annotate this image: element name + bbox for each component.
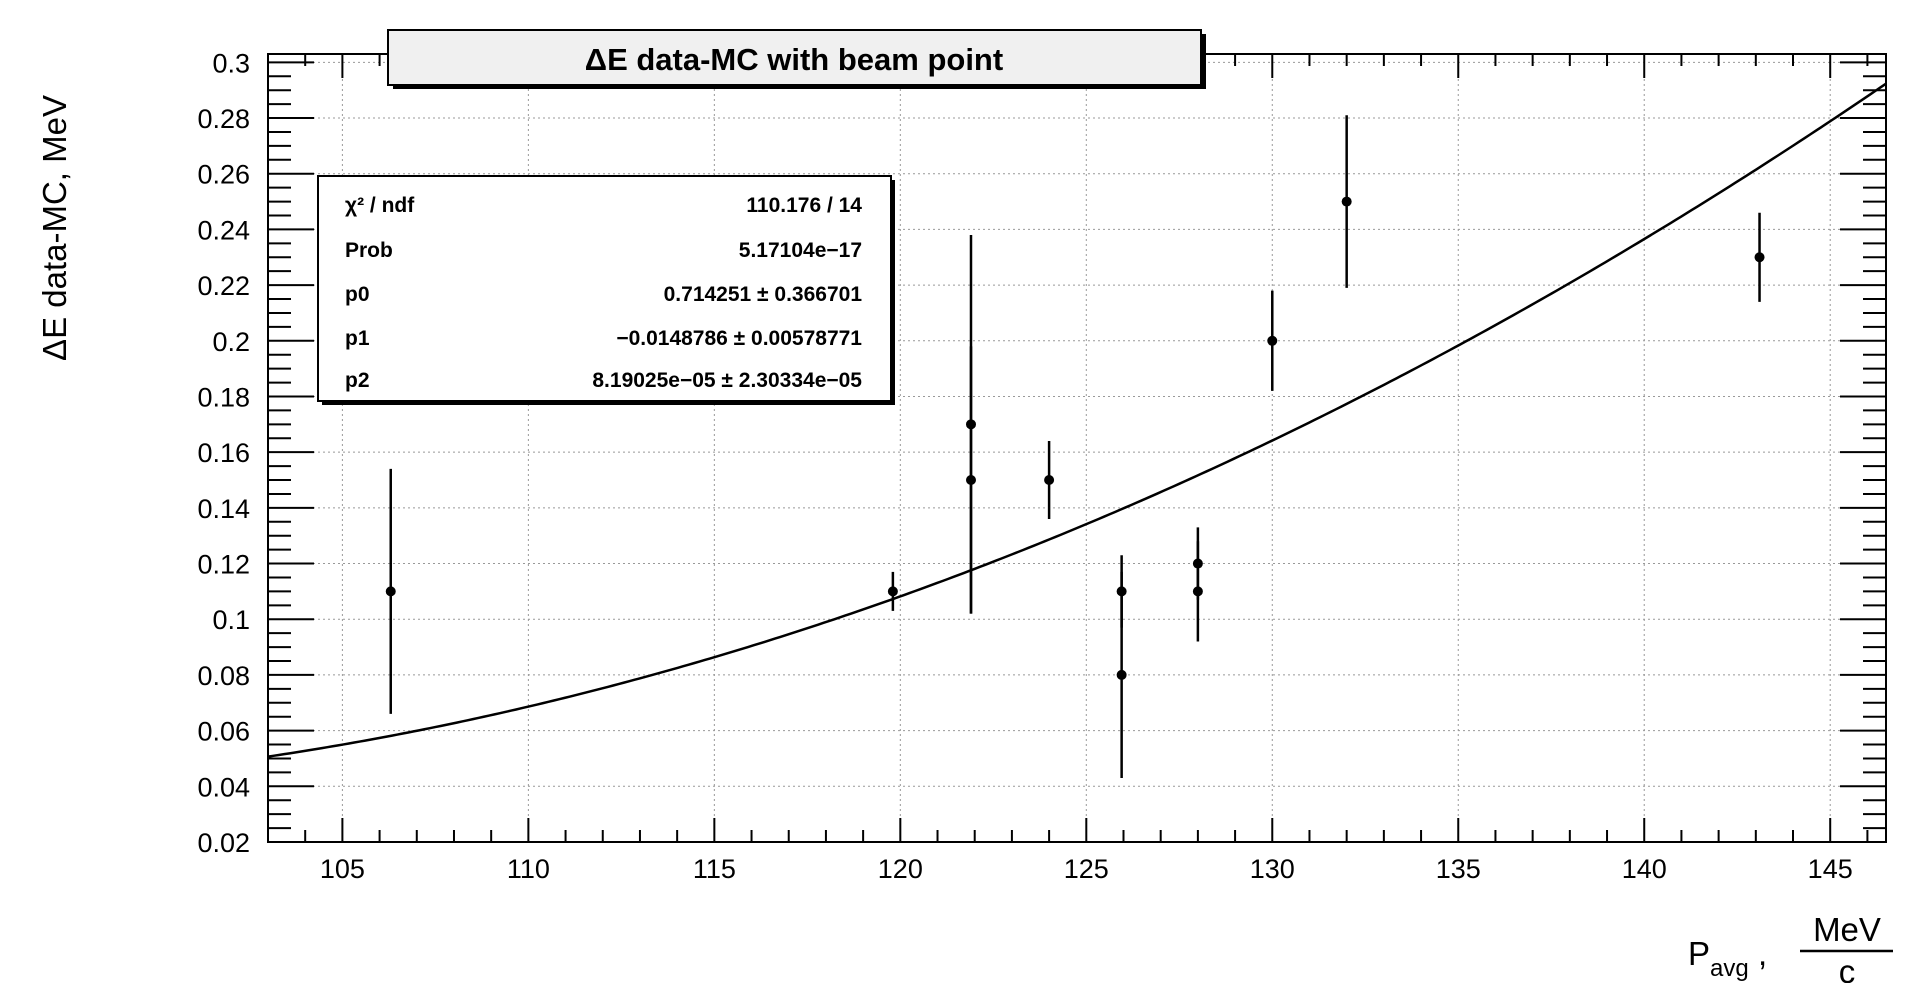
data-point [887,586,898,597]
stats-label-chi2: χ² / ndf [345,194,415,217]
x-tick-label: 125 [1064,854,1109,884]
data-point [1192,586,1203,597]
y-tick-label: 0.22 [197,271,250,301]
x-axis-title-separator: , [1758,935,1767,972]
fit-curve-layer [267,82,1887,758]
x-tick-label: 115 [693,854,736,884]
stats-label-p0: p0 [345,283,370,306]
data-point [965,475,976,486]
stats-value-p1: −0.0148786 ± 0.00578771 [616,327,862,350]
y-tick-label: 0.1 [212,605,250,635]
y-tick-label: 0.06 [197,717,250,747]
stats-box: χ² / ndf 110.176 / 14 Prob 5.17104e−17 p… [317,175,895,405]
y-tick-label: 0.24 [197,215,250,245]
stats-label-p2: p2 [345,369,370,392]
x-axis-title-main: P [1688,935,1710,972]
y-tick-label: 0.04 [197,772,250,802]
data-points [385,115,1765,778]
x-tick-label: 120 [878,854,923,884]
stats-value-chi2: 110.176 / 14 [746,194,862,217]
x-axis-unit-denominator: c [1839,953,1856,983]
data-point [1267,335,1278,346]
y-tick-label: 0.3 [212,48,250,78]
stats-value-p0: 0.714251 ± 0.366701 [664,283,863,306]
tick-labels: 105 110 115 120 125 130 135 140 145 0.02 0.04 0.06 0… [197,48,1852,884]
x-tick-label: 110 [507,854,550,884]
y-axis-title: ΔE data-MC, MeV [36,95,73,361]
y-tick-label: 0.14 [197,494,250,524]
chart-title: ΔE data-MC with beam point [585,42,1003,77]
y-tick-label: 0.2 [212,327,250,357]
data-point [1116,669,1127,680]
x-tick-label: 145 [1808,854,1853,884]
x-axis-unit-numerator: MeV [1813,911,1881,948]
data-point [385,586,396,597]
stats-value-prob: 5.17104e−17 [739,239,862,262]
stats-value-p2: 8.19025e−05 ± 2.30334e−05 [592,369,862,392]
x-axis-title: P avg , MeV c [1688,911,1893,983]
x-tick-label: 140 [1622,854,1667,884]
title-box: ΔE data-MC with beam point [387,29,1206,89]
stats-label-prob: Prob [345,239,393,262]
x-tick-label: 130 [1250,854,1295,884]
y-tick-label: 0.26 [197,160,250,190]
x-tick-label: 135 [1436,854,1481,884]
axis-ticks [267,54,1886,843]
x-tick-label: 105 [320,854,365,884]
data-point [1044,475,1055,486]
y-tick-label: 0.08 [197,661,250,691]
y-tick-label: 0.28 [197,104,250,134]
y-tick-label: 0.12 [197,550,250,580]
stats-label-p1: p1 [345,327,370,350]
y-tick-label: 0.18 [197,382,250,412]
x-axis-title-subscript: avg [1710,955,1749,982]
data-point [1754,252,1765,263]
y-tick-label: 0.16 [197,438,250,468]
fit-curve [267,82,1887,758]
data-point [1341,196,1352,207]
y-tick-label: 0.02 [197,828,250,858]
